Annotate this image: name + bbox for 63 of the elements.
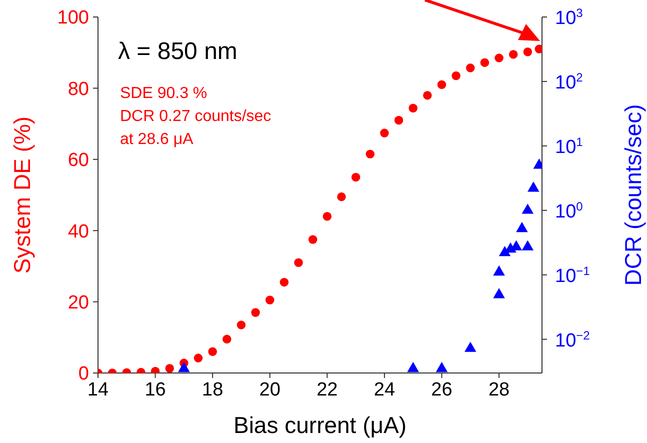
y-axis-title: System DE (%) xyxy=(9,116,36,274)
point xyxy=(366,150,374,158)
point xyxy=(222,334,232,344)
x-tick-label: 20 xyxy=(259,379,280,400)
point xyxy=(280,278,289,287)
y-tick-label: 20 xyxy=(68,292,89,314)
point xyxy=(294,258,303,267)
point xyxy=(394,116,404,125)
y-tick-label: 60 xyxy=(68,150,89,172)
point xyxy=(178,362,190,372)
point xyxy=(493,265,505,276)
annotation: at 28.6 μA xyxy=(120,131,194,149)
point xyxy=(165,364,174,373)
annotation: λ = 850 nm xyxy=(118,38,238,66)
x-tick-label: 14 xyxy=(87,379,109,400)
point xyxy=(236,320,246,330)
annotation: SDE 90.3 % xyxy=(120,85,208,103)
point xyxy=(516,222,528,232)
x-tick-label: 22 xyxy=(316,379,338,400)
y2-tick-label: 10$^{1}$ xyxy=(555,134,584,158)
y2-tick-label: 10$^{3}$ xyxy=(555,6,584,29)
x-tick-label: 24 xyxy=(374,379,396,400)
point xyxy=(407,362,419,372)
point xyxy=(437,80,446,89)
y2-tick-label: 10$^{0}$ xyxy=(555,199,584,222)
x-tick-label: 18 xyxy=(202,379,224,400)
point xyxy=(337,192,346,202)
point xyxy=(534,44,542,54)
point xyxy=(194,354,203,362)
y-tick-label: 80 xyxy=(68,78,89,100)
y2-tick-label: 10$^{2}$ xyxy=(555,70,584,94)
y2-axis-title: DCR (counts/sec) xyxy=(620,104,646,286)
y-tick-label: 40 xyxy=(68,221,89,242)
x-axis-title: Bias current (μA) xyxy=(233,412,407,438)
y-tick-label: 0 xyxy=(78,364,89,385)
y-tick-label: 100 xyxy=(57,8,89,29)
point xyxy=(522,240,534,250)
point xyxy=(466,64,475,72)
point xyxy=(480,58,490,67)
point xyxy=(523,48,532,56)
y2-tick-label: 10$^{−2}$ xyxy=(555,328,590,352)
point xyxy=(251,308,260,317)
point xyxy=(380,128,389,138)
point xyxy=(436,362,448,372)
annotation: DCR 0.27 counts/sec xyxy=(120,108,272,126)
point xyxy=(494,54,504,62)
point xyxy=(208,347,217,356)
x-tick-label: 16 xyxy=(144,379,166,400)
point xyxy=(464,342,476,352)
point xyxy=(528,182,540,192)
x-tick-label: 28 xyxy=(488,379,510,400)
point xyxy=(408,104,418,112)
point xyxy=(351,172,360,182)
point xyxy=(508,50,518,59)
point xyxy=(266,296,274,304)
x-tick-label: 26 xyxy=(431,379,452,400)
point xyxy=(493,288,505,298)
point xyxy=(308,235,318,244)
point xyxy=(452,71,460,80)
point xyxy=(322,212,332,221)
y2-tick-label: 10$^{−1}$ xyxy=(555,264,590,287)
point xyxy=(522,204,534,214)
point xyxy=(423,90,432,100)
